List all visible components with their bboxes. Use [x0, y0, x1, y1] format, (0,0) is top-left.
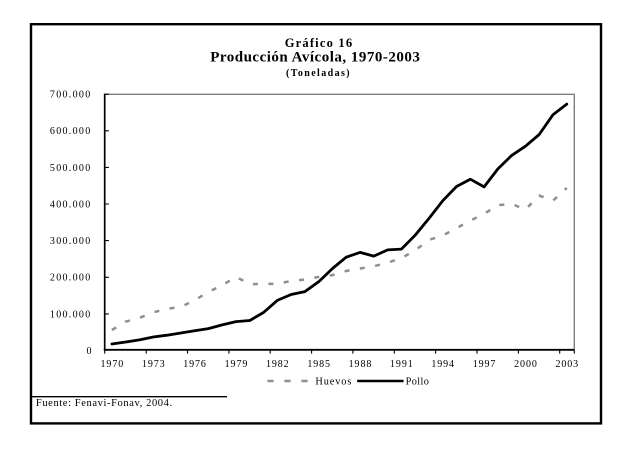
svg-text:1973: 1973 — [142, 359, 166, 370]
svg-text:500.000: 500.000 — [50, 163, 92, 174]
svg-text:100.000: 100.000 — [50, 309, 92, 320]
svg-text:400.000: 400.000 — [50, 199, 92, 210]
svg-text:Producción Avícola, 1970-2003: Producción Avícola, 1970-2003 — [210, 50, 420, 66]
svg-text:0: 0 — [87, 346, 92, 357]
svg-text:1982: 1982 — [266, 359, 290, 370]
svg-text:2000: 2000 — [514, 359, 538, 370]
svg-text:1991: 1991 — [390, 359, 414, 370]
svg-text:Fuente: Fenavi-Fonav, 2004.: Fuente: Fenavi-Fonav, 2004. — [36, 398, 173, 409]
svg-text:1979: 1979 — [225, 359, 249, 370]
svg-text:600.000: 600.000 — [50, 126, 92, 137]
svg-text:1988: 1988 — [349, 359, 373, 370]
svg-text:Pollo: Pollo — [406, 377, 430, 388]
svg-text:200.000: 200.000 — [50, 273, 92, 284]
svg-text:700.000: 700.000 — [50, 90, 92, 101]
svg-text:1997: 1997 — [473, 359, 497, 370]
svg-text:(Toneladas): (Toneladas) — [286, 68, 351, 79]
svg-text:300.000: 300.000 — [50, 236, 92, 247]
svg-text:1994: 1994 — [431, 359, 455, 370]
svg-text:Gráfico 16: Gráfico 16 — [285, 36, 354, 50]
svg-text:1985: 1985 — [307, 359, 331, 370]
svg-text:1976: 1976 — [183, 359, 207, 370]
svg-text:Huevos: Huevos — [315, 377, 352, 388]
svg-text:1970: 1970 — [101, 359, 125, 370]
svg-text:2003: 2003 — [555, 359, 579, 370]
